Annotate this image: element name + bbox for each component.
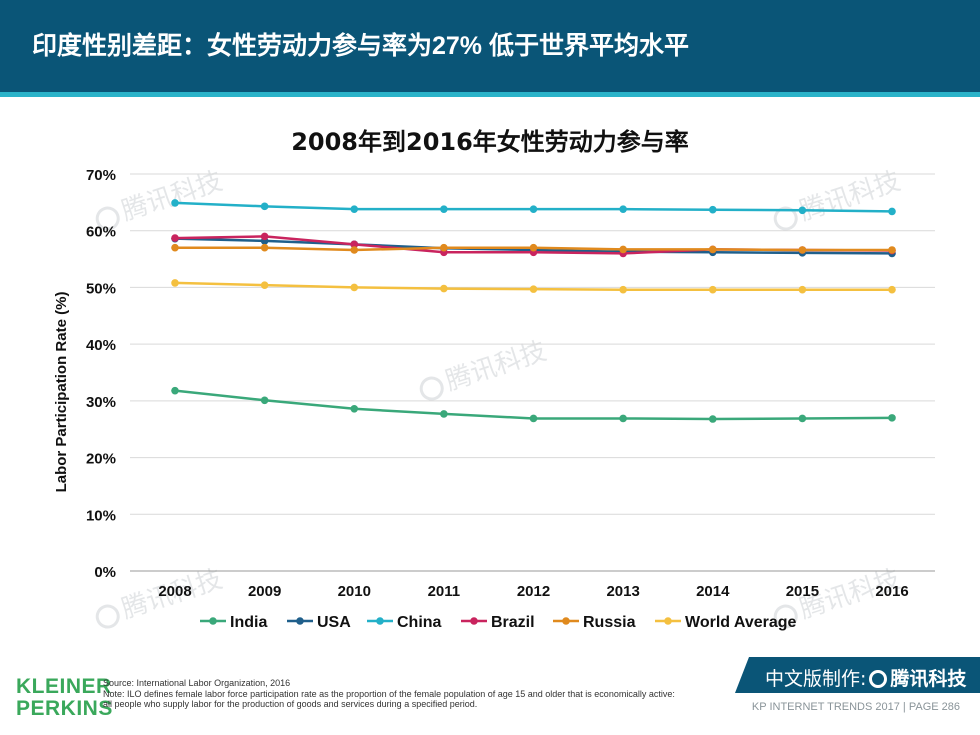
data-point — [260, 243, 269, 252]
y-tick-label: 0% — [94, 564, 116, 581]
data-point — [260, 232, 269, 241]
legend-marker — [470, 617, 478, 625]
y-tick-label: 20% — [86, 451, 116, 468]
chart-title: 2008年到2016年女性劳动力参与率 — [291, 128, 689, 156]
data-point — [798, 414, 807, 423]
header-stripe — [0, 92, 980, 97]
tencent-logo-icon — [869, 670, 888, 688]
data-point — [619, 205, 627, 213]
legend-label: Brazil — [491, 614, 535, 631]
data-point — [260, 396, 269, 405]
data-point — [350, 246, 359, 254]
data-point — [798, 285, 807, 294]
data-point — [171, 243, 179, 252]
legend-label: World Average — [685, 614, 797, 631]
data-point — [171, 386, 179, 395]
data-point — [708, 205, 717, 214]
data-point — [529, 285, 538, 293]
legend-marker — [562, 617, 570, 625]
logo-line-1: KLEINER — [16, 675, 112, 698]
data-point — [260, 281, 269, 289]
data-point — [888, 246, 896, 254]
legend-label: USA — [317, 614, 351, 631]
data-point — [350, 240, 359, 249]
data-point — [708, 415, 717, 423]
page-footer: KP INTERNET TRENDS 2017 | PAGE 286 — [751, 701, 960, 713]
logo-line-2: PERKINS — [16, 697, 113, 720]
x-tick-label: 2009 — [248, 583, 281, 600]
y-axis-label: Labor Participation Rate (%) — [53, 292, 70, 493]
data-point — [440, 243, 448, 252]
banner-prefix: 中文版制作: — [765, 668, 867, 690]
data-point — [260, 202, 269, 211]
y-tick-label: 70% — [86, 167, 116, 184]
data-point — [171, 199, 179, 207]
data-point — [440, 284, 448, 293]
data-point — [529, 205, 538, 213]
x-tick-label: 2014 — [696, 583, 730, 600]
legend-marker — [296, 617, 304, 625]
data-point — [619, 285, 627, 294]
data-point — [888, 207, 896, 216]
data-point — [708, 245, 717, 254]
page-title: 印度性别差距：女性劳动力参与率为27% 低于世界平均水平 — [32, 32, 689, 60]
x-tick-label: 2012 — [517, 583, 550, 600]
kleiner-perkins-logo: KLEINER PERKINS — [16, 676, 113, 720]
y-tick-label: 30% — [86, 394, 116, 411]
x-tick-label: 2010 — [338, 583, 371, 600]
data-point — [350, 404, 359, 413]
legend-label: Russia — [583, 614, 636, 631]
x-tick-label: 2011 — [428, 583, 461, 600]
legend-marker — [376, 617, 384, 625]
source-text: Source: International Labor Organization… — [103, 678, 291, 688]
y-tick-label: 60% — [86, 224, 116, 241]
legend-marker — [209, 617, 217, 625]
y-tick-label: 40% — [86, 337, 116, 354]
data-point — [171, 279, 179, 287]
banner-brand: 腾讯科技 — [890, 668, 967, 690]
x-tick-label: 2015 — [786, 583, 819, 600]
legend-label: India — [230, 614, 267, 631]
x-tick-label: 2008 — [158, 583, 191, 600]
note-line-1: Note: ILO defines female labor force par… — [103, 688, 675, 699]
y-tick-label: 50% — [86, 280, 116, 297]
data-point — [529, 243, 538, 252]
y-tick-label: 10% — [86, 507, 116, 524]
data-point — [888, 285, 896, 294]
data-point — [171, 234, 179, 242]
data-point — [888, 414, 896, 422]
data-point — [798, 246, 807, 254]
legend-marker — [664, 617, 672, 625]
data-point — [619, 414, 627, 423]
x-tick-label: 2013 — [606, 583, 639, 600]
translation-banner: 中文版制作: 腾讯科技 — [735, 657, 980, 693]
legend-label: China — [397, 614, 442, 631]
data-point — [529, 414, 538, 423]
data-point — [708, 285, 717, 294]
data-point — [440, 205, 448, 213]
header-bar: 印度性别差距：女性劳动力参与率为27% 低于世界平均水平 — [0, 0, 980, 92]
data-point — [350, 283, 359, 292]
data-point — [440, 410, 448, 418]
note-line-2: all people who supply labor for the prod… — [103, 699, 478, 709]
footnote: Source: International Labor Organization… — [103, 678, 723, 710]
data-point — [798, 206, 807, 215]
data-point — [350, 205, 359, 213]
data-point — [619, 245, 627, 254]
x-tick-label: 2016 — [875, 583, 908, 600]
